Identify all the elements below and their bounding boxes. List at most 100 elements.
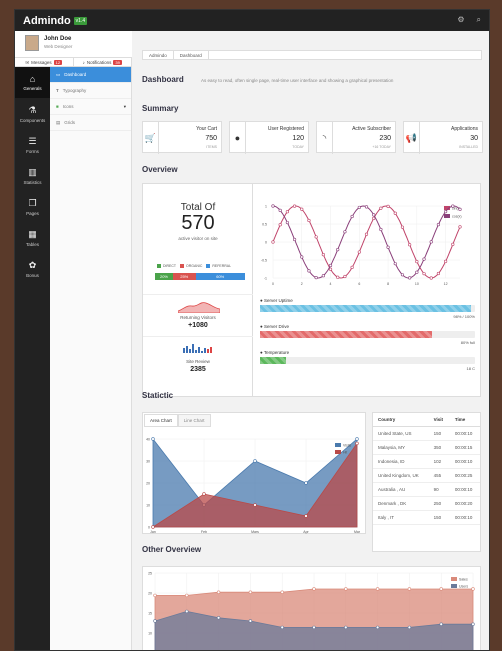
legend-swatch — [335, 450, 341, 454]
data-point — [344, 587, 348, 591]
legend-label: cos(x) — [452, 215, 462, 219]
submenu-item-icons[interactable]: ■ Icons ▾ — [50, 99, 131, 115]
sidebar-item-statistics[interactable]: ▥ Statistics — [15, 160, 50, 191]
user-panel: John Doe Web Designer ✉ Messages 12 ♪ Notif… — [15, 31, 132, 67]
submenu-item-grids[interactable]: ▤ Grids — [50, 115, 131, 131]
data-point — [471, 587, 475, 591]
card-sub: ITEMS — [206, 145, 217, 149]
tab-area-chart[interactable]: Area Chart — [144, 414, 178, 427]
data-point — [429, 276, 433, 280]
data-point — [292, 237, 297, 242]
x-tick-label: 8 — [387, 282, 389, 286]
card-label: User Registered — [267, 126, 304, 132]
data-point — [408, 243, 412, 247]
split-segment: 25% — [173, 273, 196, 280]
gear-icon[interactable]: ⚙ — [457, 15, 465, 24]
progress-fill — [260, 305, 471, 312]
sidebar-item-pages[interactable]: ❐ Pages — [15, 191, 50, 222]
x-tick-label: Apr — [303, 530, 309, 534]
sidebar-item-bonus[interactable]: ✿ Bonus — [15, 253, 50, 284]
x-tick-label: 6 — [358, 282, 360, 286]
table-row[interactable]: Australia , AU 90 00:00:10 — [373, 482, 480, 497]
messages-badge: 12 — [53, 60, 63, 65]
data-point — [248, 590, 253, 594]
sidebar-item-forms[interactable]: ☰ Forms — [15, 129, 50, 160]
card-cart[interactable]: 🛒 Your Cart 750 ITEMS — [142, 121, 222, 154]
data-point — [253, 459, 257, 463]
data-point — [278, 223, 282, 227]
tab-line-chart[interactable]: Line Chart — [177, 414, 211, 427]
data-point — [344, 625, 348, 630]
data-point — [407, 587, 412, 591]
y-tick-label: 15 — [148, 612, 152, 616]
sidebar-item-generals[interactable]: ⌂ Generals — [15, 67, 50, 98]
list-icon: ☰ — [28, 135, 37, 146]
x-tick-label: 10 — [415, 282, 419, 286]
data-point — [185, 609, 189, 614]
data-point — [271, 204, 275, 208]
data-point — [372, 216, 376, 220]
card-value: 230 — [379, 135, 391, 142]
section-summary: Summary — [142, 104, 179, 113]
card-users[interactable]: ● User Registered 120 TODAY — [229, 121, 309, 154]
data-point — [280, 590, 284, 594]
data-point — [357, 250, 361, 254]
card-subscribers[interactable]: ◝ Active Subscriber 230 +16 TODAY — [316, 121, 396, 154]
cart-icon: 🛒 — [143, 122, 159, 154]
split-segment: 20% — [155, 273, 173, 280]
card-sub: INSTALLED — [459, 145, 478, 149]
data-point — [429, 240, 433, 244]
returning-sparkline — [178, 302, 220, 313]
sidebar-item-label: Statistics — [23, 179, 42, 185]
table-row[interactable]: Malaysia, MY 350 00:00:15 — [373, 440, 480, 455]
table-row[interactable]: Italy , IT 150 00:00:10 — [373, 510, 480, 525]
messages-button[interactable]: ✉ Messages 12 — [15, 58, 74, 67]
sidebar-item-components[interactable]: ⚗ Components — [15, 98, 50, 129]
megaphone-icon: 📢 — [404, 122, 420, 154]
card-applications[interactable]: 📢 Applications 30 INSTALLED — [403, 121, 483, 154]
sidebar-item-label: Components — [19, 117, 46, 123]
total-value: 570 — [181, 212, 215, 234]
table-cell: United Kingdom, UK — [373, 468, 429, 483]
data-point — [278, 208, 282, 213]
data-point — [355, 441, 359, 446]
search-icon[interactable]: ⌕ — [476, 15, 481, 24]
section-overview: Overview — [142, 165, 178, 174]
table-row[interactable]: Indonesia, ID 102 00:00:10 — [373, 454, 480, 469]
data-point — [321, 274, 325, 278]
data-point — [153, 619, 157, 623]
table-cell: Malaysia, MY — [373, 440, 429, 455]
submenu-item-typography[interactable]: T Typography — [50, 83, 131, 99]
x-tick-label: 12 — [444, 282, 448, 286]
data-point — [364, 232, 369, 236]
submenu-item-dashboard[interactable]: ▭ Dashboard — [50, 67, 131, 83]
notifications-button[interactable]: ♪ Notifications 39 — [74, 58, 132, 67]
avatar[interactable] — [25, 35, 39, 51]
traffic-legend: DIRECT ORGANIC REFERRAL — [157, 264, 231, 268]
statistic-chart-panel: Area Chart Line Chart 40 30 20 10 0 Jan Feb Mar… — [142, 412, 366, 534]
table-row[interactable]: United Kingdom, UK 455 00:00:25 — [373, 468, 480, 483]
sidebar-item-tables[interactable]: ▦ Tables — [15, 222, 50, 253]
review-label: Site Review — [186, 359, 210, 364]
series-area — [154, 610, 474, 650]
data-point — [436, 271, 441, 276]
legend-swatch — [451, 584, 457, 588]
table-row[interactable]: United State, US 150 00:00:10 — [373, 426, 480, 441]
caret-down-icon: ▾ — [123, 103, 126, 109]
review-bars — [183, 344, 212, 353]
y-tick-label: 10 — [148, 632, 152, 636]
sidebar-item-label: Bonus — [26, 272, 39, 278]
x-tick-label: 0 — [272, 282, 274, 286]
brand-logo[interactable]: Admindo — [23, 14, 71, 27]
data-point — [307, 218, 311, 223]
breadcrumb-item[interactable]: Admindo — [143, 51, 174, 59]
card-value: 30 — [470, 135, 478, 142]
table-row[interactable]: Denmark , DK 250 00:00:20 — [373, 496, 480, 511]
breadcrumb-item[interactable]: Dashboard — [174, 51, 209, 59]
other-area-chart: 252015105SalesUsers — [148, 572, 475, 650]
card-sub: TODAY — [292, 145, 304, 149]
table-header: Country — [373, 413, 429, 427]
legend-label: sin(x) — [452, 207, 461, 211]
table-header: Visit — [428, 413, 450, 427]
table-icon: ▦ — [28, 228, 37, 239]
